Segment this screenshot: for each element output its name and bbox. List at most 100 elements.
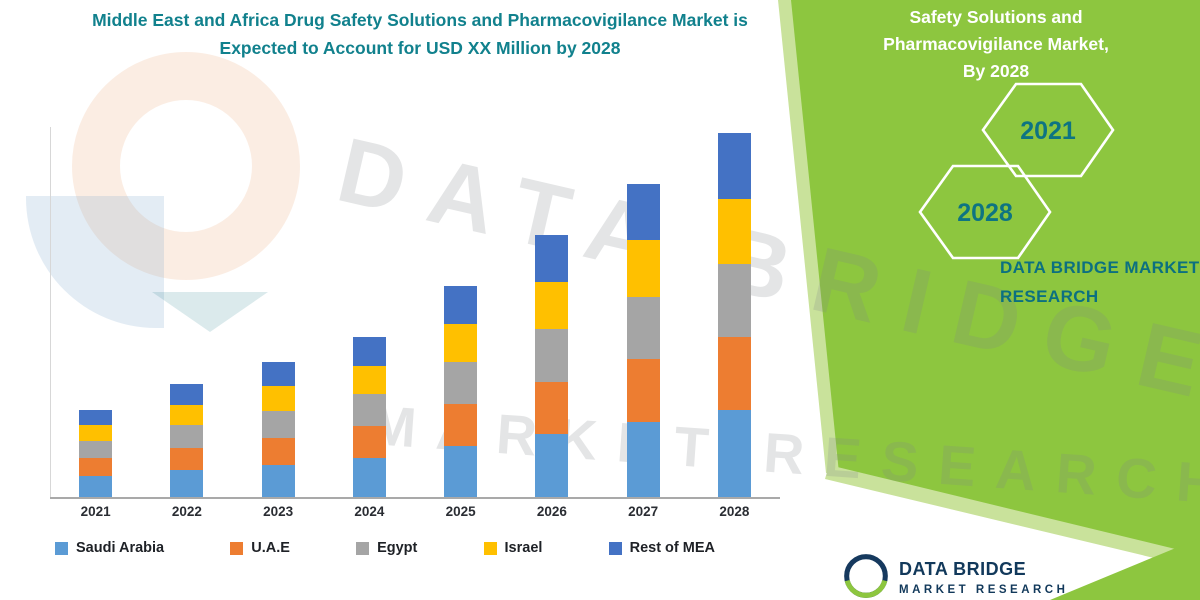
bar-stack bbox=[717, 127, 751, 497]
page-title: Middle East and Africa Drug Safety Solut… bbox=[92, 10, 748, 58]
legend-swatch bbox=[230, 541, 244, 555]
footer-logo-text: DATA BRIDGE MARKET RESEARCH bbox=[899, 553, 1068, 596]
brand-text-line2: RESEARCH bbox=[1000, 286, 1099, 306]
hexagon-2028 bbox=[918, 164, 1052, 260]
legend-swatch bbox=[608, 541, 622, 555]
bar-segment bbox=[444, 361, 478, 405]
bar-column: 2023 bbox=[233, 127, 324, 547]
chart-legend: Saudi Arabia U.A.E Egypt Israel Rest of MEA bbox=[55, 540, 715, 556]
bar-stack bbox=[444, 127, 478, 497]
bar-segment bbox=[535, 281, 569, 330]
footer-brand-name: DATA BRIDGE bbox=[899, 559, 1027, 579]
bar-segment bbox=[444, 324, 478, 362]
x-axis-label: 2024 bbox=[354, 504, 385, 519]
data-bridge-logo-icon bbox=[844, 554, 888, 598]
bar-segment bbox=[170, 447, 204, 471]
legend-label: U.A.E bbox=[251, 540, 290, 556]
legend-item: Israel bbox=[483, 540, 543, 556]
bar-stack bbox=[352, 127, 386, 497]
bar-segment bbox=[444, 446, 478, 497]
bar-segment bbox=[626, 296, 660, 360]
bar-chart: 2021 2022 2023 2024 2025 2026 2027 2028 bbox=[50, 127, 780, 547]
bar-segment bbox=[352, 426, 386, 459]
bar-segment bbox=[261, 386, 295, 411]
bar-segment bbox=[626, 422, 660, 497]
x-axis-label: 2023 bbox=[263, 504, 294, 519]
x-axis-label: 2025 bbox=[445, 504, 476, 519]
footer-logo: DATA BRIDGE MARKET RESEARCH bbox=[843, 553, 1068, 599]
bar-segment bbox=[626, 184, 660, 241]
bar-segment bbox=[535, 234, 569, 282]
bar-segment bbox=[79, 440, 113, 459]
legend-label: Rest of MEA bbox=[629, 540, 715, 556]
bar-segment bbox=[79, 409, 113, 426]
brand-text-line1: DATA BRIDGE MARKET bbox=[1000, 258, 1200, 277]
legend-swatch bbox=[483, 541, 497, 555]
legend-item: U.A.E bbox=[230, 540, 290, 556]
bar-segment bbox=[79, 425, 113, 441]
bar-segment bbox=[352, 365, 386, 395]
bar-segment bbox=[535, 381, 569, 435]
side-heading-line1: Safety Solutions and bbox=[909, 7, 1083, 27]
year-hexagons: 2021 2028 bbox=[918, 82, 1115, 260]
bar-column: 2021 bbox=[50, 127, 141, 547]
hexagon-year-2028: 2028 bbox=[957, 199, 1013, 227]
side-panel-heading: Safety Solutions and Pharmacovigilance M… bbox=[838, 4, 1154, 85]
bar-segment bbox=[261, 464, 295, 497]
bar-column: 2025 bbox=[415, 127, 506, 547]
y-axis-line bbox=[50, 127, 51, 497]
legend-label: Saudi Arabia bbox=[76, 540, 165, 556]
bar-segment bbox=[717, 264, 751, 337]
bar-segment bbox=[352, 394, 386, 427]
bar-stack bbox=[535, 127, 569, 497]
bar-segment bbox=[352, 336, 386, 366]
bar-segment bbox=[261, 437, 295, 465]
bar-stack bbox=[626, 127, 660, 497]
bar-segment bbox=[170, 424, 204, 448]
bar-segment bbox=[261, 362, 295, 387]
bar-column: 2028 bbox=[689, 127, 780, 547]
bar-segment bbox=[170, 470, 204, 497]
x-axis-label: 2021 bbox=[80, 504, 111, 519]
bar-column: 2027 bbox=[598, 127, 689, 547]
x-axis-label: 2022 bbox=[171, 504, 202, 519]
bar-column: 2024 bbox=[324, 127, 415, 547]
bar-segment bbox=[717, 198, 751, 265]
x-axis-label: 2028 bbox=[719, 504, 750, 519]
legend-swatch bbox=[55, 541, 68, 555]
brand-text: DATA BRIDGE MARKET RESEARCH bbox=[1000, 254, 1200, 312]
legend-swatch bbox=[356, 541, 370, 555]
x-axis-line bbox=[50, 497, 780, 499]
bar-segment bbox=[79, 475, 113, 497]
bar-segment bbox=[261, 410, 295, 438]
bar-segment bbox=[444, 404, 478, 447]
bar-segment bbox=[170, 404, 204, 425]
bar-segment bbox=[626, 359, 660, 423]
legend-item: Egypt bbox=[356, 540, 417, 556]
bar-segment bbox=[717, 409, 751, 497]
bar-segment bbox=[79, 458, 113, 476]
bar-segment bbox=[535, 434, 569, 497]
bar-segment bbox=[717, 336, 751, 410]
side-heading-line2: Pharmacovigilance Market, bbox=[883, 34, 1109, 55]
x-axis-label: 2026 bbox=[536, 504, 567, 519]
bar-column: 2026 bbox=[506, 127, 597, 547]
legend-label: Egypt bbox=[377, 540, 418, 556]
bar-stack bbox=[79, 127, 113, 497]
legend-item: Saudi Arabia bbox=[55, 540, 164, 556]
bar-segment bbox=[626, 240, 660, 297]
legend-item: Rest of MEA bbox=[608, 540, 715, 556]
legend-label: Israel bbox=[504, 540, 543, 556]
bar-stack bbox=[170, 127, 204, 497]
x-axis-label: 2027 bbox=[628, 504, 659, 519]
bar-stack bbox=[261, 127, 295, 497]
bar-segment bbox=[170, 384, 204, 405]
footer-brand-sub: MARKET RESEARCH bbox=[899, 584, 1069, 596]
bar-segment bbox=[535, 329, 569, 382]
bar-segment bbox=[444, 286, 478, 325]
hexagon-2021 bbox=[981, 82, 1115, 178]
bar-segment bbox=[352, 458, 386, 497]
side-heading-line3: By 2028 bbox=[962, 61, 1030, 82]
